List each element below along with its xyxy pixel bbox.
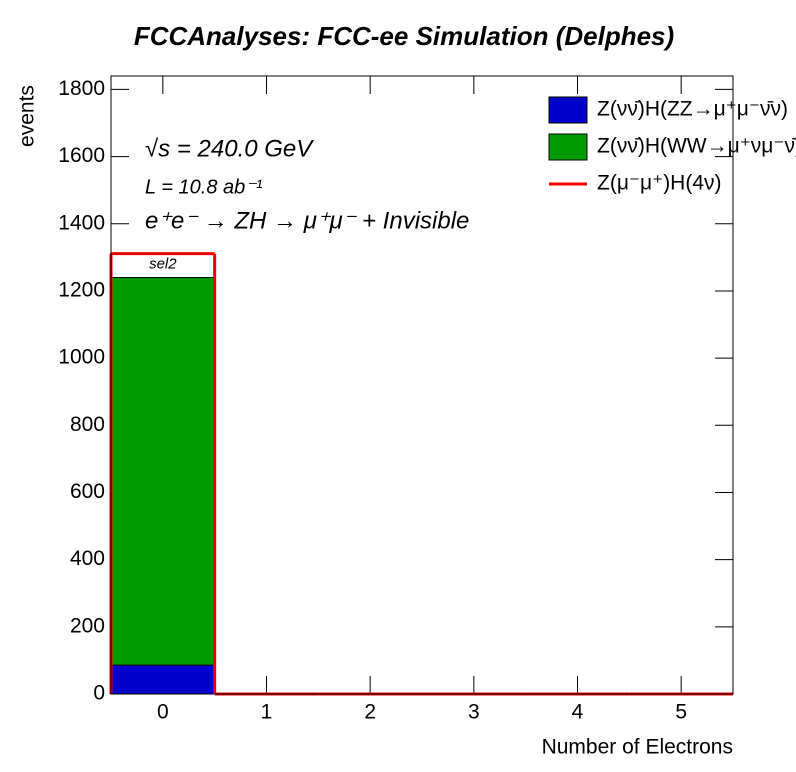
x-tick-label: 1 [261,701,273,724]
y-tick-label: 400 [70,547,105,570]
annotation: L = 10.8 ab⁻¹ [145,176,263,198]
annotation: sel2 [149,256,177,273]
x-axis-label: Number of Electrons [542,736,733,759]
y-tick-label: 1600 [58,144,105,167]
legend-label: Z(νν̄)H(ZZ→μ⁺μ⁻ν̄ν) [597,98,788,121]
x-tick-label: 5 [675,701,687,724]
y-axis-label: events [16,85,39,147]
y-tick-label: 0 [93,682,105,705]
y-tick-label: 800 [70,413,105,436]
legend-label: Z(νν̄)H(WW→μ⁺νμ⁻ν̄) [597,135,796,158]
chart-title: FCCAnalyses: FCC-ee Simulation (Delphes) [134,21,674,51]
x-tick-label: 2 [364,701,376,724]
y-tick-label: 600 [70,480,105,503]
annotation: e⁺e⁻ → ZH → μ⁺μ⁻ + Invisible [145,207,469,234]
y-tick-label: 200 [70,614,105,637]
bar [110,277,216,666]
x-tick-label: 4 [572,701,584,724]
legend-swatch [548,96,588,124]
x-tick-label: 3 [468,701,480,724]
y-tick-label: 1400 [58,211,105,234]
x-tick-label: 0 [157,701,169,724]
y-tick-label: 1800 [58,77,105,100]
y-tick-label: 1200 [58,279,105,302]
y-tick-label: 1000 [58,346,105,369]
legend-label: Z(μ⁻μ⁺)H(4ν) [597,172,722,195]
legend-swatch [548,133,588,161]
annotation: √s = 240.0 GeV [145,135,314,162]
frame [110,75,734,695]
bar [110,664,216,695]
